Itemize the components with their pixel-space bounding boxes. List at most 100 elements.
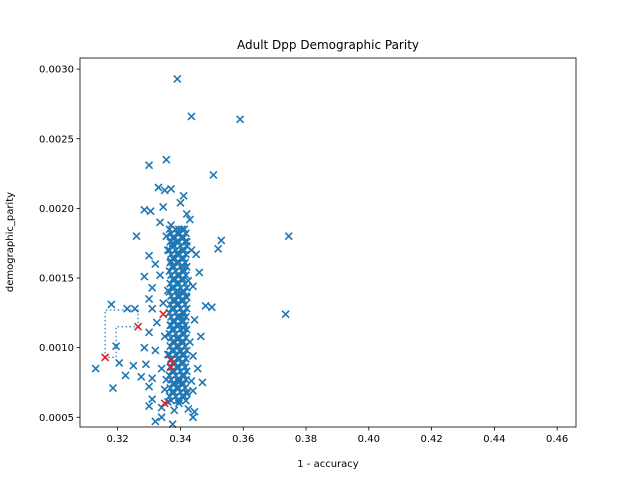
scatter-point [187,376,196,386]
scatter-point [192,250,201,259]
scatter-point [181,363,190,372]
scatter-point [170,273,179,283]
scatter-point [201,301,210,310]
scatter-point [174,287,183,296]
scatter-point [198,378,207,387]
pareto-point [160,399,169,408]
scatter-point [184,404,193,413]
scatter-point [165,308,174,317]
x-tick-label: 0.46 [546,434,568,445]
scatter-point [144,251,154,260]
scatter-point [115,358,124,368]
scatter-point [160,186,169,195]
scatter-point [179,262,188,271]
scatter-point [157,364,166,373]
scatter-point [196,332,205,341]
cluster-point [179,337,188,347]
scatter-point [190,315,199,324]
cluster-point [180,371,189,380]
scatter-point [188,386,198,395]
scatter-point [141,360,150,369]
pareto-point [101,353,110,362]
scatter-point [162,155,171,164]
scatter-point [182,209,191,219]
scatter-point [140,343,149,352]
scatter-point [182,293,191,302]
scatter-point [185,337,194,347]
scatter-point [176,198,185,207]
scatter-point [132,232,141,241]
scatter-point [146,207,155,216]
scatter-point [209,170,218,180]
scatter-point [170,406,179,415]
x-tick-label: 0.44 [483,434,505,445]
scatter-point [182,237,191,246]
plot-area-frame [79,57,577,428]
pareto-points [101,310,176,408]
chart-title: Adult Dpp Demographic Parity [237,38,419,52]
scatter-point [140,272,149,281]
scatter-point [108,383,118,393]
scatter-point [144,328,154,337]
scatter-point [170,388,179,397]
y-tick-label: 0.0030 [39,65,74,76]
scatter-point [155,218,165,227]
scatter-point [144,402,154,411]
pareto-point [134,322,143,331]
scatter-point [144,161,154,170]
scatter-point [187,112,196,121]
scatter-point [151,417,160,426]
scatter-point [121,371,130,380]
scatter-point [173,74,182,83]
scatter-point [148,395,157,404]
x-tick-label: 0.34 [169,434,191,445]
scatter-point [188,282,198,291]
scatter-point [144,294,154,303]
x-tick-label: 0.42 [420,434,442,445]
y-tick-label: 0.0025 [39,134,74,145]
scatter-point [160,385,169,394]
scatter-point [284,232,293,241]
scatter-point [163,246,172,255]
scatter-point [148,304,157,313]
scatter-point [236,115,245,124]
scatter-point [144,382,154,391]
scatter-point [166,184,176,193]
scatter-point [166,257,176,266]
scatter-point [193,364,202,373]
scatter-point [166,221,176,230]
scatter-point [159,299,168,308]
data-points [91,74,293,429]
scatter-point [214,244,223,253]
x-tick-label: 0.36 [232,434,254,445]
scatter-point [162,375,171,384]
scatter-point [160,332,169,341]
cluster-point [179,254,188,263]
scatter-point [130,304,140,313]
scatter-point [182,389,191,398]
scatter-point [176,347,185,356]
scatter-point [179,191,188,200]
x-axis: 0.32 0.34 0.36 0.38 0.40 0.42 0.44 0.46 [107,427,568,445]
y-tick-label: 0.0010 [39,343,74,354]
scatter-point [123,304,132,313]
cluster-point [180,246,189,255]
scatter-point [148,283,157,292]
x-tick-label: 0.40 [358,434,380,445]
y-axis-label: demographic_parity [5,192,16,292]
scatter-point [112,342,121,351]
scatter-point [179,324,188,333]
scatter-point [174,225,183,234]
scatter-point [177,312,187,322]
scatter-point [107,300,116,309]
scatter-point [188,413,198,422]
scatter-point [162,232,171,241]
scatter-point [195,268,204,277]
scatter-point [159,202,168,212]
scatter-point [171,296,180,305]
y-axis: 0.0005 0.0010 0.0015 0.0020 0.0025 0.0030 [39,65,80,424]
scatter-point [157,413,166,422]
scatter-point [163,350,172,359]
x-tick-label: 0.32 [107,434,129,445]
